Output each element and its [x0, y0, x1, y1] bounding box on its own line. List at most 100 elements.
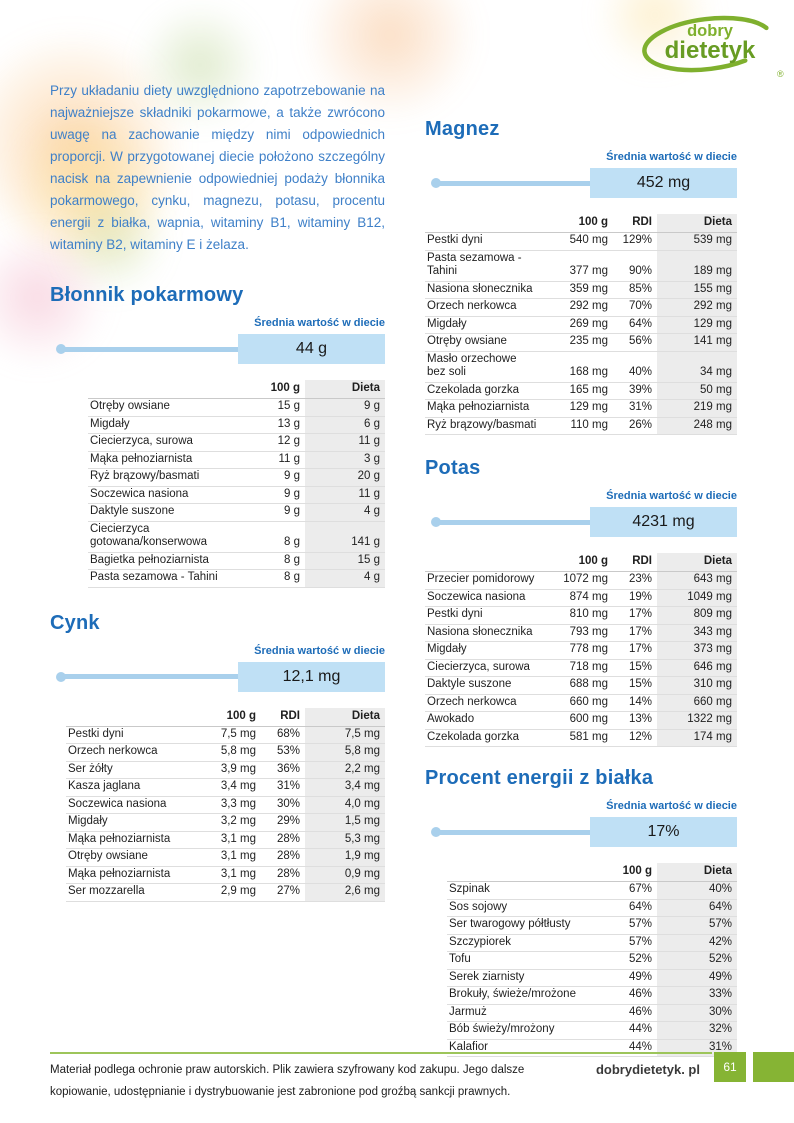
- dobry-dietetyk-logo: dobry dietetyk ®: [642, 15, 784, 79]
- cell-value: 3,4 mg: [305, 778, 385, 797]
- column-header-rdi: RDI: [613, 553, 657, 572]
- cell-value: 3,1 mg: [191, 866, 261, 884]
- cell-value: 810 mg: [543, 606, 613, 625]
- page-body: Przy układaniu diety uwzględniono zapotr…: [50, 0, 737, 1057]
- cell-food-name: Soczewica nasiona: [425, 589, 543, 607]
- cell-value: 4,0 mg: [305, 796, 385, 814]
- cell-value: 168 mg: [543, 351, 613, 383]
- cell-food-name: Daktyle suszone: [88, 503, 235, 522]
- cell-food-name: Migdały: [88, 416, 235, 434]
- cell-value: 165 mg: [543, 382, 613, 400]
- cell-food-name: Orzech nerkowca: [425, 298, 543, 317]
- cell-food-name: Tofu: [447, 951, 587, 970]
- intro-paragraph: Przy układaniu diety uwzględniono zapotr…: [50, 83, 385, 252]
- cell-value: 57%: [657, 916, 737, 935]
- column-header-food: [425, 553, 543, 572]
- cell-value: 2,2 mg: [305, 761, 385, 779]
- cell-value: 28%: [261, 831, 305, 849]
- table-row: Ser twarogowy półtłusty 57% 57%: [447, 916, 737, 935]
- cell-value: 310 mg: [657, 676, 737, 695]
- table-row: Soczewica nasiona 874 mg 19% 1049 mg: [425, 589, 737, 607]
- cell-value: 46%: [587, 986, 657, 1005]
- cell-value: 9 g: [235, 486, 305, 504]
- table-header-row: 100 g RDI Dieta: [425, 214, 737, 233]
- cell-value: 1,9 mg: [305, 848, 385, 867]
- cell-value: 17%: [613, 624, 657, 642]
- cell-food-name: Pestki dyni: [425, 606, 543, 625]
- cell-food-name: Nasiona słonecznika: [425, 281, 543, 299]
- cell-food-name: Pestki dyni: [425, 232, 543, 251]
- column-header-100-g: 100 g: [587, 863, 657, 882]
- left-column: Przy układaniu diety uwzględniono zapotr…: [50, 0, 385, 1057]
- cell-value: 13%: [613, 711, 657, 730]
- cell-value: 29%: [261, 813, 305, 832]
- slider-track: [65, 346, 238, 352]
- cell-value: 3,9 mg: [191, 761, 261, 779]
- nutrition-table: 100 g Dieta Szpinak 67% 40% Sos sojowy 64% 64% S…: [447, 863, 737, 1057]
- table-row: Nasiona słonecznika 793 mg 17% 343 mg: [425, 624, 737, 642]
- slider-handle-icon: [431, 827, 441, 837]
- table-row: Pestki dyni 540 mg 129% 539 mg: [425, 232, 737, 251]
- cell-food-name: Otręby owsiane: [88, 398, 235, 417]
- cell-value: 1072 mg: [543, 571, 613, 590]
- cell-value: 68%: [261, 726, 305, 744]
- nutrition-table: 100 g RDI Dieta Pestki dyni 7,5 mg 68% 7,5 mg O…: [66, 707, 385, 902]
- avg-value-box: 12,1 mg: [238, 661, 385, 692]
- cell-value: 52%: [587, 951, 657, 970]
- cell-value: 809 mg: [657, 606, 737, 625]
- nutrition-table: 100 g RDI Dieta Przecier pomidorowy 1072 mg 2…: [425, 553, 737, 747]
- cell-value: 7,5 mg: [191, 726, 261, 744]
- cell-value: 660 mg: [543, 694, 613, 712]
- cell-value: 377 mg: [543, 250, 613, 282]
- registered-mark-icon: ®: [777, 69, 784, 79]
- cell-food-name: Kasza jaglana: [66, 778, 191, 797]
- section-blonnik-pokarmowy: Błonnik pokarmowy Średnia wartość w diec…: [50, 284, 385, 588]
- cell-value: 12%: [613, 729, 657, 747]
- table-row: Tofu 52% 52%: [447, 951, 737, 970]
- nutrition-table: 100 g RDI Dieta Pestki dyni 540 mg 129% 539 mg…: [425, 214, 737, 435]
- slider-track: [65, 674, 238, 679]
- cell-value: 33%: [657, 986, 737, 1005]
- column-header-100-g: 100 g: [235, 380, 305, 399]
- cell-value: 129%: [613, 232, 657, 251]
- cell-value: 15%: [613, 676, 657, 695]
- cell-value: 28%: [261, 866, 305, 884]
- cell-food-name: Przecier pomidorowy: [425, 571, 543, 590]
- table-row: Ser żółty 3,9 mg 36% 2,2 mg: [66, 761, 385, 779]
- cell-value: 67%: [587, 881, 657, 900]
- table-row: Mąka pełnoziarnista 3,1 mg 28% 0,9 mg: [66, 866, 385, 884]
- table-row: Bób świeży/mrożony 44% 32%: [447, 1021, 737, 1040]
- table-row: Migdały 269 mg 64% 129 mg: [425, 316, 737, 334]
- cell-food-name: Mąka pełnoziarnista: [66, 866, 191, 884]
- cell-food-name: Ciecierzyca, surowa: [425, 659, 543, 677]
- avg-value-box: 4231 mg: [590, 507, 737, 537]
- cell-value: 90%: [613, 250, 657, 282]
- avg-value-slider: 44 g: [50, 334, 385, 364]
- cell-food-name: Serek ziarnisty: [447, 969, 587, 987]
- slider-handle-icon: [431, 178, 441, 188]
- table-row: Orzech nerkowca 292 mg 70% 292 mg: [425, 298, 737, 317]
- avg-value-box: 44 g: [238, 334, 385, 364]
- cell-value: 17%: [613, 641, 657, 660]
- cell-value: 219 mg: [657, 399, 737, 418]
- cell-value: 8 g: [235, 569, 305, 588]
- cell-value: 4 g: [305, 569, 385, 588]
- cell-food-name: Pestki dyni: [66, 726, 191, 744]
- cell-value: 3,2 mg: [191, 813, 261, 832]
- cell-value: 12 g: [235, 433, 305, 452]
- logo-swoosh-icon: [642, 15, 774, 73]
- slider-handle-icon: [431, 517, 441, 527]
- cell-value: 31%: [261, 778, 305, 797]
- cell-value: 141 g: [305, 521, 385, 553]
- cell-value: 292 mg: [657, 298, 737, 317]
- table-row: Ciecierzyca, surowa 718 mg 15% 646 mg: [425, 659, 737, 677]
- page-number-badge: 61: [714, 1052, 746, 1082]
- cell-food-name: Czekolada gorzka: [425, 729, 543, 747]
- table-row: Pestki dyni 810 mg 17% 809 mg: [425, 606, 737, 625]
- cell-value: 235 mg: [543, 333, 613, 352]
- table-row: Bagietka pełnoziarnista 8 g 15 g: [88, 552, 385, 570]
- cell-food-name: Migdały: [66, 813, 191, 832]
- avg-value-box: 17%: [590, 817, 737, 847]
